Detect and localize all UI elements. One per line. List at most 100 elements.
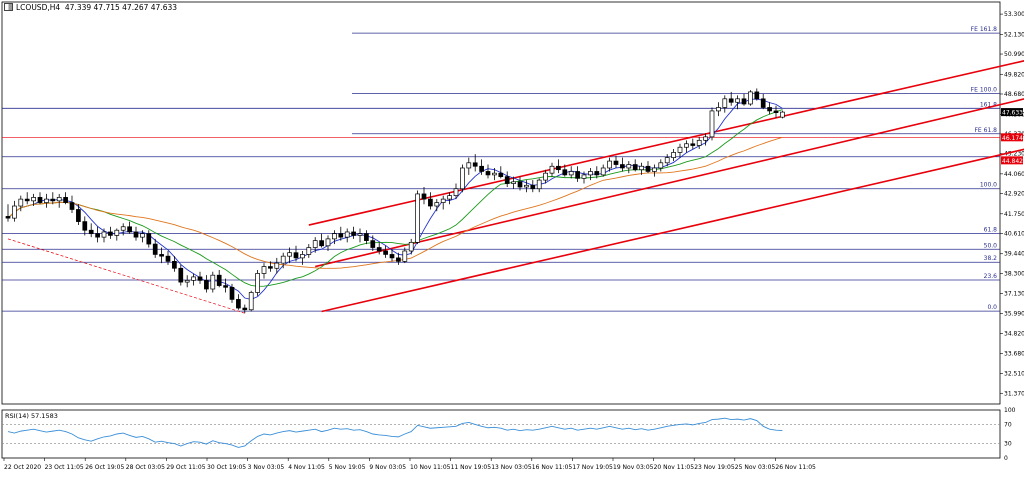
candle xyxy=(306,244,312,258)
candle-body xyxy=(108,231,113,236)
candle-body xyxy=(703,136,708,141)
candle-body xyxy=(428,198,433,207)
level-price-badge-bg xyxy=(1001,156,1023,165)
candle xyxy=(716,102,721,117)
candle-body xyxy=(370,240,376,248)
time-tick-label: 4 Nov 11:05 xyxy=(288,464,325,471)
candle-body xyxy=(607,160,612,169)
time-tick-label: 23 Oct 11:05 xyxy=(45,464,84,471)
candle-body xyxy=(114,229,120,236)
candle-body xyxy=(312,240,318,248)
fibonacci-retracement: 100.0 61.8 50.0 38.2 23.6 0.0 xyxy=(2,182,1000,312)
candle xyxy=(504,171,510,188)
candle-body xyxy=(306,247,312,255)
candle-body xyxy=(178,267,184,283)
candle-body xyxy=(268,266,273,269)
candle xyxy=(319,233,324,248)
candle-body xyxy=(344,231,350,238)
candle xyxy=(760,93,766,110)
candle xyxy=(280,252,286,269)
candle-body xyxy=(415,193,420,243)
candle xyxy=(549,162,555,177)
candle-body xyxy=(12,205,17,219)
candle-body xyxy=(184,280,190,283)
candle-body xyxy=(351,231,356,236)
candle-body xyxy=(229,286,235,300)
candle-body xyxy=(613,160,619,165)
rsi-axis-label: 0 xyxy=(1004,455,1008,462)
candle-body xyxy=(447,195,452,200)
channel-line xyxy=(315,98,1024,268)
candle xyxy=(479,159,484,175)
candle-body xyxy=(671,152,676,158)
fib-level-label: 50.0 xyxy=(984,242,998,249)
candle xyxy=(108,226,113,239)
candle-body xyxy=(780,111,785,118)
candle-body xyxy=(492,172,497,176)
candle xyxy=(127,221,132,234)
candle-body xyxy=(172,261,177,269)
level-price-badge-text: 44.842 xyxy=(1002,158,1023,165)
candle xyxy=(402,247,408,264)
candle-body xyxy=(50,198,56,202)
candle xyxy=(613,155,619,168)
candle-body xyxy=(722,98,728,108)
symbol-header: LCOUSD,H4 47.339 47.715 47.267 47.633 xyxy=(4,3,177,12)
candle-body xyxy=(248,292,254,311)
candle-body xyxy=(485,171,491,176)
candle-body xyxy=(5,216,11,219)
price-tick-label: 49.820 xyxy=(1004,71,1024,78)
candle-body xyxy=(402,250,408,262)
price-tick-label: 31.370 xyxy=(1004,390,1024,397)
price-tick-label: 34.820 xyxy=(1004,331,1024,338)
fib-level-label: 23.6 xyxy=(984,273,998,280)
candle-body xyxy=(191,276,196,281)
candle-body xyxy=(517,181,523,188)
candle-body xyxy=(69,202,75,210)
candle xyxy=(524,180,529,193)
candle-body xyxy=(620,164,625,169)
candle xyxy=(472,154,478,172)
candle xyxy=(159,247,164,264)
price-tick-label: 39.440 xyxy=(1004,251,1024,258)
candle-body xyxy=(159,254,164,257)
price-tick-label: 35.990 xyxy=(1004,310,1024,317)
price-tick-label: 40.610 xyxy=(1004,231,1024,238)
price-tick-label: 48.680 xyxy=(1004,91,1024,98)
time-axis: 22 Oct 2020 23 Oct 11:05 26 Oct 19:05 28 Oc… xyxy=(3,458,816,471)
candle-body xyxy=(658,162,664,169)
time-tick-label: 25 Nov 03:05 xyxy=(735,464,776,471)
regression-channel xyxy=(308,60,1024,313)
candle xyxy=(5,204,11,222)
candle xyxy=(389,249,395,262)
candle xyxy=(114,228,120,241)
time-tick-label: 13 Nov 03:05 xyxy=(491,464,532,471)
candle xyxy=(69,195,75,213)
candle xyxy=(152,238,158,258)
candle xyxy=(568,166,574,179)
candle-body xyxy=(242,307,248,311)
candle xyxy=(748,90,753,106)
candle-body xyxy=(588,171,593,176)
candle-body xyxy=(690,143,696,146)
candle-body xyxy=(332,233,337,240)
candle xyxy=(466,157,472,175)
alert-price-badge-bg xyxy=(1001,133,1023,142)
candle xyxy=(165,250,171,265)
time-tick-label: 16 Nov 11:05 xyxy=(532,464,573,471)
candle xyxy=(620,157,625,172)
price-tick-label: 53.300 xyxy=(1004,11,1024,18)
time-tick-label: 11 Nov 19:05 xyxy=(451,464,492,471)
candle xyxy=(460,164,465,193)
candle xyxy=(229,283,235,303)
rsi-pane-frame xyxy=(1,409,1001,459)
time-tick-label: 5 Nov 19:05 xyxy=(329,464,366,471)
time-tick-label: 17 Nov 19:05 xyxy=(572,464,613,471)
candle xyxy=(37,192,43,205)
candle xyxy=(773,105,779,118)
candle xyxy=(492,167,497,181)
rsi-axis-label: 30 xyxy=(1004,441,1012,448)
candle xyxy=(44,193,49,208)
